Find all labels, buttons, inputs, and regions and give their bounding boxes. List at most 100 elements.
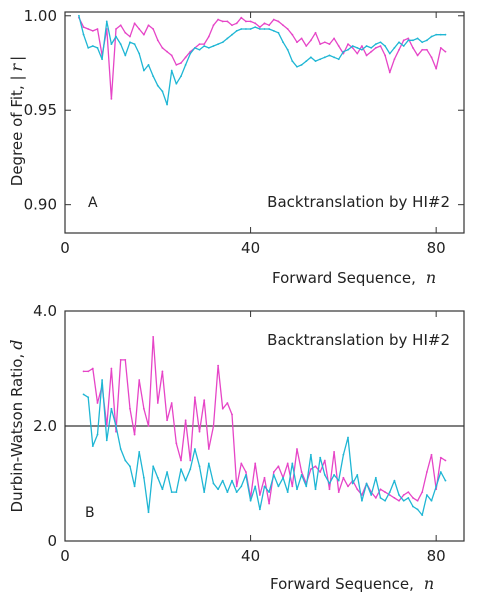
data-point — [388, 491, 391, 494]
data-point — [142, 69, 145, 72]
data-point — [398, 48, 400, 51]
data-point — [323, 473, 326, 476]
data-point — [421, 41, 424, 44]
data-point — [138, 450, 141, 453]
x-axis-label-text: Forward Sequence, — [270, 575, 414, 593]
data-point — [393, 58, 396, 61]
data-point — [133, 485, 136, 488]
data-point — [180, 459, 182, 462]
data-point — [142, 476, 145, 479]
data-point — [231, 33, 233, 36]
data-point — [435, 67, 438, 70]
data-point — [115, 28, 117, 30]
data-point — [309, 468, 312, 471]
data-point — [291, 33, 294, 36]
data-point — [412, 46, 414, 49]
data-point — [356, 473, 359, 476]
data-point — [425, 48, 428, 51]
data-point — [384, 491, 387, 494]
data-point — [87, 396, 90, 399]
data-point — [91, 45, 94, 47]
data-point — [119, 358, 122, 361]
data-point — [370, 494, 373, 496]
data-point — [291, 60, 294, 63]
data-point — [240, 28, 243, 30]
data-point — [388, 52, 391, 55]
data-point — [263, 476, 266, 479]
data-point — [245, 28, 247, 30]
data-point — [296, 41, 298, 44]
data-point — [124, 54, 127, 57]
data-point — [328, 482, 331, 485]
data-point — [300, 37, 303, 40]
data-point — [384, 499, 387, 502]
data-point — [300, 63, 303, 66]
y-axis-label-text: Degree of Fit, | — [8, 75, 26, 186]
data-point — [235, 29, 238, 32]
data-point — [444, 459, 447, 462]
data-point — [337, 479, 340, 482]
data-point — [175, 491, 178, 494]
data-point — [175, 82, 178, 85]
data-point — [96, 28, 99, 30]
data-point — [101, 379, 104, 381]
data-point — [147, 63, 150, 66]
x-axis-label: Forward Sequence, n — [272, 268, 436, 287]
data-point — [254, 485, 257, 488]
data-point — [309, 56, 312, 59]
data-point — [119, 24, 122, 27]
data-point — [263, 485, 266, 488]
data-point — [91, 445, 94, 448]
data-point — [245, 473, 247, 476]
data-point — [226, 491, 229, 494]
annotation-text: Backtranslation by HI#2 — [267, 193, 450, 211]
data-point — [365, 482, 368, 485]
data-point — [356, 488, 359, 491]
data-point — [207, 35, 210, 38]
data-point — [258, 26, 261, 29]
data-point — [286, 491, 289, 494]
data-point — [439, 33, 442, 36]
data-point — [379, 496, 382, 499]
data-point — [277, 485, 280, 488]
data-point — [161, 46, 164, 49]
data-point — [356, 46, 359, 49]
data-point — [300, 473, 303, 476]
data-point — [217, 488, 220, 491]
data-point — [235, 491, 238, 494]
data-point — [221, 407, 224, 410]
data-point — [305, 45, 308, 47]
data-point — [170, 491, 173, 494]
data-point — [96, 46, 99, 49]
data-point — [286, 28, 289, 30]
data-point — [194, 46, 196, 49]
data-point — [333, 56, 335, 59]
data-point — [407, 37, 410, 40]
data-point — [319, 456, 322, 459]
data-point — [351, 482, 354, 485]
data-point — [142, 407, 145, 410]
x-tick-label: 40 — [241, 547, 260, 565]
data-point — [374, 476, 377, 479]
data-point — [180, 62, 182, 64]
data-point — [309, 453, 312, 456]
data-point — [129, 41, 131, 44]
data-point — [407, 39, 410, 42]
data-point — [82, 33, 85, 36]
data-point — [133, 22, 136, 25]
data-point — [402, 494, 405, 496]
data-point — [235, 22, 238, 25]
data-point — [337, 45, 340, 47]
data-point — [254, 26, 257, 29]
data-point — [226, 402, 229, 404]
data-point — [105, 439, 108, 442]
data-point — [82, 26, 85, 29]
panel-label: B — [85, 505, 95, 521]
data-point — [212, 482, 215, 485]
data-point — [439, 456, 442, 459]
data-point — [184, 479, 187, 482]
data-point — [407, 496, 410, 499]
data-point — [412, 505, 414, 508]
data-point — [87, 370, 90, 373]
